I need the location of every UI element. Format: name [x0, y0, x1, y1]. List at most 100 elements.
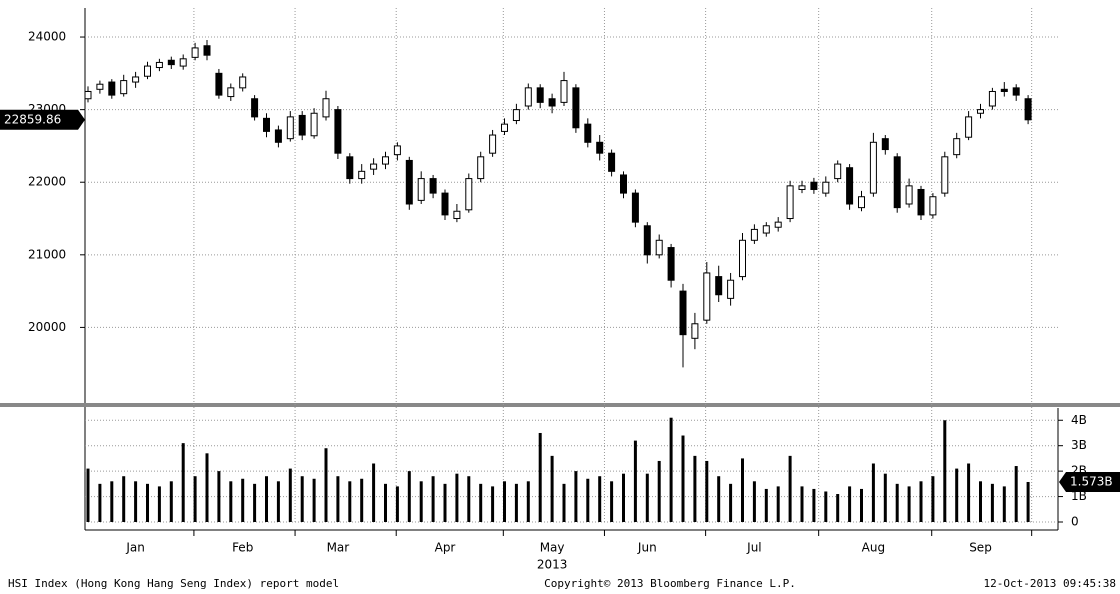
candle-body — [179, 58, 187, 67]
candle-body — [620, 174, 627, 194]
volume-bar — [146, 483, 149, 522]
volume-bar — [776, 486, 780, 522]
candle-body — [905, 185, 913, 205]
volume-bar — [895, 483, 899, 522]
y-tick-label: 21000 — [28, 247, 66, 261]
candle-body — [858, 196, 865, 209]
volume-bar — [300, 476, 304, 522]
candle-body — [429, 178, 437, 194]
y-tick-label: 1B — [1071, 489, 1087, 503]
y-tick-label: 24000 — [28, 30, 66, 44]
volume-bar — [705, 460, 709, 522]
candle-body — [1012, 87, 1020, 96]
volume-bar — [443, 483, 447, 522]
candle-body — [834, 163, 842, 180]
candle-body — [524, 87, 532, 107]
candle-body — [441, 192, 449, 216]
volume-bar — [883, 473, 887, 522]
volume-bar — [395, 486, 399, 522]
volume-bar — [526, 481, 530, 522]
candle-body — [560, 80, 568, 103]
volume-bar — [169, 481, 173, 522]
candle-body — [203, 45, 211, 56]
volume-bar — [562, 483, 566, 522]
footer-right: 12-Oct-2013 09:45:38 — [984, 577, 1116, 590]
x-tick-label: Mar — [327, 541, 350, 555]
candle-body — [703, 272, 711, 321]
candle-body — [405, 159, 413, 205]
candle-body — [667, 247, 675, 281]
volume-bar — [86, 468, 90, 522]
candle-body — [988, 90, 996, 107]
candle-body — [84, 90, 92, 100]
volume-bar — [645, 473, 649, 522]
x-tick-label: Sep — [969, 541, 992, 555]
candle-body — [941, 156, 949, 194]
candle-body — [953, 138, 961, 156]
volume-bar — [931, 476, 935, 522]
volume-bar — [681, 435, 685, 522]
volume-bar — [336, 476, 340, 522]
volume-bar — [848, 486, 852, 522]
candle-body — [263, 117, 270, 132]
candle-body — [477, 156, 485, 180]
volume-bar — [384, 483, 387, 522]
candle-body — [715, 276, 723, 296]
candle-body — [120, 80, 128, 95]
volume-bar — [134, 481, 138, 522]
volume-bar — [907, 486, 911, 522]
candle-body — [536, 87, 544, 103]
volume-bar — [479, 483, 483, 522]
volume-bar — [253, 483, 257, 522]
candle-body — [167, 59, 175, 66]
volume-bar — [550, 455, 554, 522]
candle-body — [679, 290, 687, 336]
volume-bar — [979, 481, 982, 522]
volume-bar — [419, 481, 423, 522]
volume-bar — [955, 468, 959, 522]
y-tick-label: 20000 — [28, 320, 66, 334]
volume-bar — [538, 432, 542, 522]
volume-bar — [598, 476, 602, 522]
candle-body — [643, 225, 651, 256]
candle-body — [965, 116, 973, 138]
volume-bar — [467, 476, 471, 522]
volume-bar — [431, 476, 435, 522]
volume-bar — [788, 455, 792, 522]
volume-bar — [265, 476, 268, 522]
volume-bar — [360, 478, 364, 522]
volume-bar — [693, 455, 697, 522]
y-tick-label: 22000 — [28, 175, 66, 189]
candle-body — [346, 156, 354, 180]
volume-bar — [503, 481, 506, 522]
volume-bar — [919, 481, 923, 522]
volume-bar — [836, 494, 840, 522]
footer-left: HSI Index (Hong Kong Hang Seng Index) re… — [8, 577, 339, 590]
volume-bar — [98, 483, 102, 522]
candle-body — [822, 181, 830, 194]
candle-body — [798, 185, 806, 190]
candle-body — [274, 129, 282, 143]
x-tick-label: Jul — [746, 541, 761, 555]
y-tick-label: 4B — [1071, 413, 1087, 427]
x-tick-label: Apr — [435, 541, 456, 555]
candle-body — [489, 134, 497, 154]
candle-body — [846, 167, 854, 205]
volume-bar — [276, 481, 280, 522]
footer-center: Copyright© 2013 Bloomberg Finance L.P. — [544, 577, 796, 590]
y-tick-label: 3B — [1071, 438, 1087, 452]
candle-body — [453, 210, 461, 220]
volume-bar — [312, 478, 316, 522]
candle-body — [774, 221, 782, 228]
volume-bar — [741, 458, 744, 522]
candle-body — [96, 83, 104, 90]
x-year-label: 2013 — [537, 558, 568, 572]
candle-body — [727, 279, 735, 299]
candle-body — [155, 61, 163, 69]
x-tick-label: Feb — [232, 541, 253, 555]
volume-bar — [514, 483, 518, 522]
volume-bar — [622, 473, 625, 522]
last-volume-label: 1.573B — [1070, 474, 1113, 488]
candle-body — [132, 76, 140, 83]
